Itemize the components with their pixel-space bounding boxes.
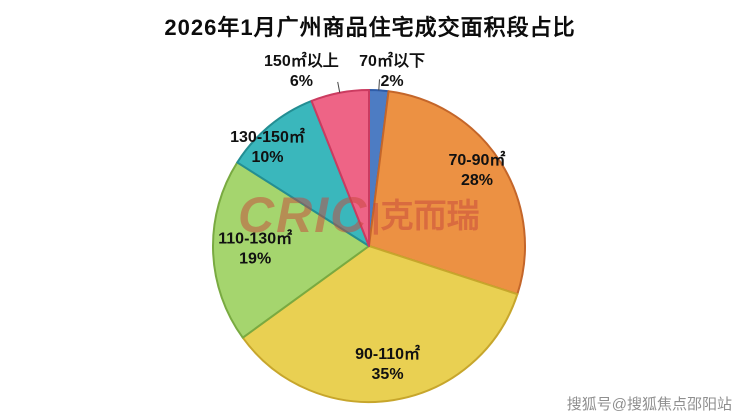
- label-leader-line: [378, 79, 380, 91]
- chart-title: 2026年1月广州商品住宅成交面积段占比: [164, 15, 576, 40]
- slice-label-130-150㎡: 130-150㎡ 10%: [230, 127, 305, 166]
- slice-label-70㎡以下: 70㎡以下 2%: [359, 51, 425, 90]
- source-credit: 搜狐号@搜狐焦点邵阳站: [566, 396, 732, 413]
- pie-slice-70-90㎡: [368, 90, 526, 296]
- pie-slice-90-110㎡: [241, 245, 519, 403]
- slice-label-70-90㎡: 70-90㎡ 28%: [448, 150, 505, 189]
- label-leader-line: [337, 81, 341, 93]
- pie-slice-130-150㎡: [236, 99, 370, 247]
- slice-label-150㎡以上: 150㎡以上 6%: [264, 51, 339, 90]
- pie-slice-110-130㎡: [212, 161, 370, 339]
- slice-label-90-110㎡: 90-110㎡ 35%: [355, 344, 420, 383]
- slice-label-110-130㎡: 110-130㎡ 19%: [218, 229, 292, 268]
